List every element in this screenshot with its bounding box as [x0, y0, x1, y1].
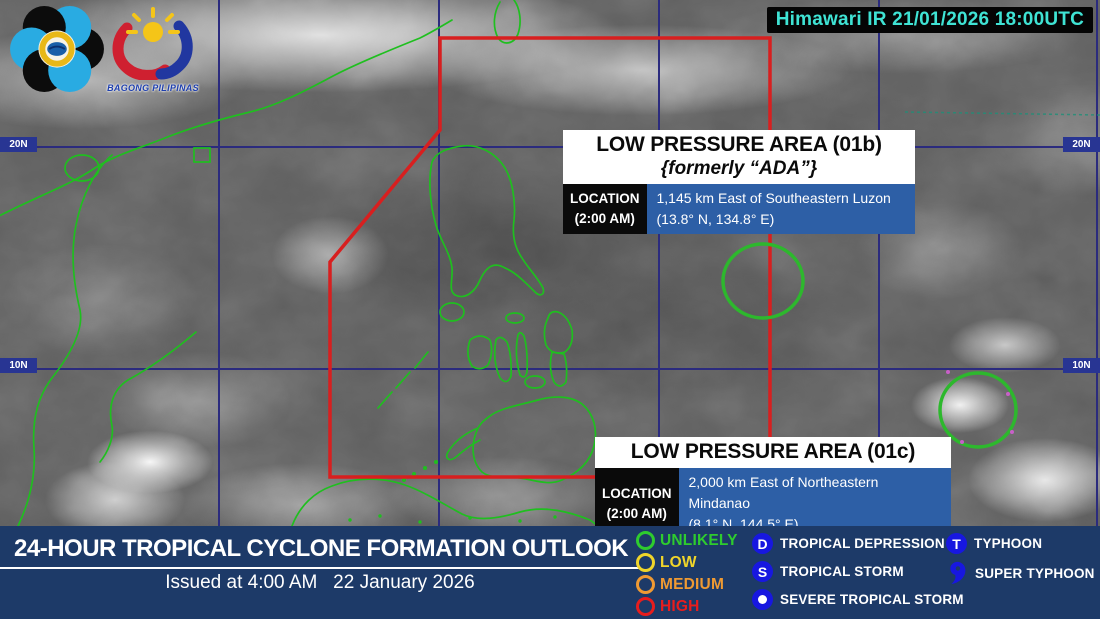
coastline-indochina [99, 331, 197, 463]
lat-label-10n-left: 10N [0, 358, 37, 373]
high-label: HIGH [660, 597, 700, 615]
legend-item-tropical-storm: S TROPICAL STORM [752, 561, 904, 582]
high-circle-icon [636, 597, 655, 616]
lat-label-20n-left: 20N [0, 137, 37, 152]
lpa-01c-header: LOW PRESSURE AREA (01c) [595, 437, 951, 468]
location-word: LOCATION [570, 191, 640, 207]
lpa-01b-location-label: LOCATION (2:00 AM) [563, 184, 647, 234]
super-typhoon-icon [950, 561, 966, 584]
lpa-01b-location-value: 1,145 km East of Southeastern Luzon (13.… [646, 184, 915, 234]
coastline-panay [467, 335, 493, 370]
lpa-01b-header: LOW PRESSURE AREA (01b) {formerly “ADA”} [563, 130, 915, 184]
title-underline [0, 567, 640, 569]
medium-circle-icon [636, 575, 655, 594]
location-coordinates: (13.8° N, 134.8° E) [656, 211, 775, 227]
location-description: 1,145 km East of Southeastern Luzon [656, 190, 891, 206]
legend-item-severe-tropical-storm: SEVERE TROPICAL STORM [752, 589, 964, 610]
coastline-taiwan [493, 0, 521, 44]
legend-item-unlikely: UNLIKELY [636, 531, 738, 550]
low-label: LOW [660, 553, 697, 571]
coastline-luzon [429, 144, 545, 298]
lpa-01c-info-box: LOW PRESSURE AREA (01c) LOCATION (2:00 A… [595, 437, 951, 539]
legend-item-typhoon: T TYPHOON [946, 533, 1042, 554]
coastline-bohol [524, 375, 546, 389]
tropical-depression-icon: D [752, 533, 773, 554]
lpa-circle-01c [938, 371, 1018, 449]
coastline-palawan [377, 351, 429, 409]
coastlines [0, 0, 599, 526]
image-artifacts [946, 370, 1014, 444]
lpa-01b-subtitle: {formerly “ADA”} [660, 158, 818, 179]
legend-item-high: HIGH [636, 597, 700, 616]
small-islands [348, 460, 557, 524]
dotted-gridline [904, 111, 1100, 116]
location-time: (2:00 AM) [574, 211, 635, 226]
tropical-depression-label: TROPICAL DEPRESSION [780, 536, 945, 551]
coastline-mindoro [439, 302, 465, 322]
coastline-samar [543, 310, 574, 354]
unlikely-label: UNLIKELY [660, 531, 738, 549]
tropical-storm-icon: S [752, 561, 773, 582]
typhoon-label: TYPHOON [974, 536, 1043, 551]
coastline-cebu [515, 331, 529, 378]
pagasa-logo [10, 5, 104, 93]
issued-timestamp: Issued at 4:00 AM 22 January 2026 [165, 572, 475, 593]
lat-label-20n-right: 20N [1063, 137, 1100, 152]
low-circle-icon [636, 553, 655, 572]
legend-item-low: LOW [636, 553, 697, 572]
coastline-borneo [291, 478, 599, 526]
bagong-pilipinas-logo: BAGONG PILIPINAS [103, 6, 203, 93]
coastline-china [0, 19, 453, 217]
lpa-01b-title: LOW PRESSURE AREA (01b) [596, 133, 882, 156]
bagong-pilipinas-caption: BAGONG PILIPINAS [107, 83, 199, 93]
outlook-title: 24-HOUR TROPICAL CYCLONE FORMATION OUTLO… [14, 535, 629, 562]
super-typhoon-label: SUPER TYPHOON [975, 565, 1095, 581]
par-boundary [328, 36, 772, 479]
severe-storm-dot [758, 595, 767, 604]
typhoon-icon: T [946, 533, 967, 554]
legend-item-medium: MEDIUM [636, 575, 724, 594]
unlikely-circle-icon [636, 531, 655, 550]
lat-label-10n-right: 10N [1063, 358, 1100, 373]
satellite-timestamp: Himawari IR 21/01/2026 18:00UTC [766, 7, 1093, 33]
severe-tropical-storm-label: SEVERE TROPICAL STORM [780, 592, 964, 607]
lpa-circle-01b [721, 242, 805, 320]
coastline-mindanao [472, 396, 597, 484]
coastline-vietnam [17, 154, 113, 526]
bagong-pilipinas-emblem [112, 7, 193, 81]
location-time: (2:00 AM) [606, 505, 667, 521]
coastline-negros [493, 336, 513, 383]
severe-tropical-storm-icon [752, 589, 773, 610]
location-description: 2,000 km East of Northeastern Mindanao [688, 474, 879, 511]
lpa-01b-info-box: LOW PRESSURE AREA (01b) {formerly “ADA”}… [563, 130, 915, 234]
island-marker [193, 147, 211, 163]
legend-item-super-typhoon: SUPER TYPHOON [946, 561, 1095, 585]
footer-banner: 24-HOUR TROPICAL CYCLONE FORMATION OUTLO… [0, 526, 1100, 619]
coastline-masbate [505, 312, 525, 324]
legend-item-tropical-depression: D TROPICAL DEPRESSION [752, 533, 945, 554]
location-word: LOCATION [602, 485, 672, 501]
tropical-storm-label: TROPICAL STORM [780, 564, 904, 579]
coastline-zamboanga [445, 427, 481, 461]
coastline-leyte [549, 351, 568, 387]
lpa-01c-title: LOW PRESSURE AREA (01c) [630, 440, 916, 463]
medium-label: MEDIUM [660, 575, 725, 593]
